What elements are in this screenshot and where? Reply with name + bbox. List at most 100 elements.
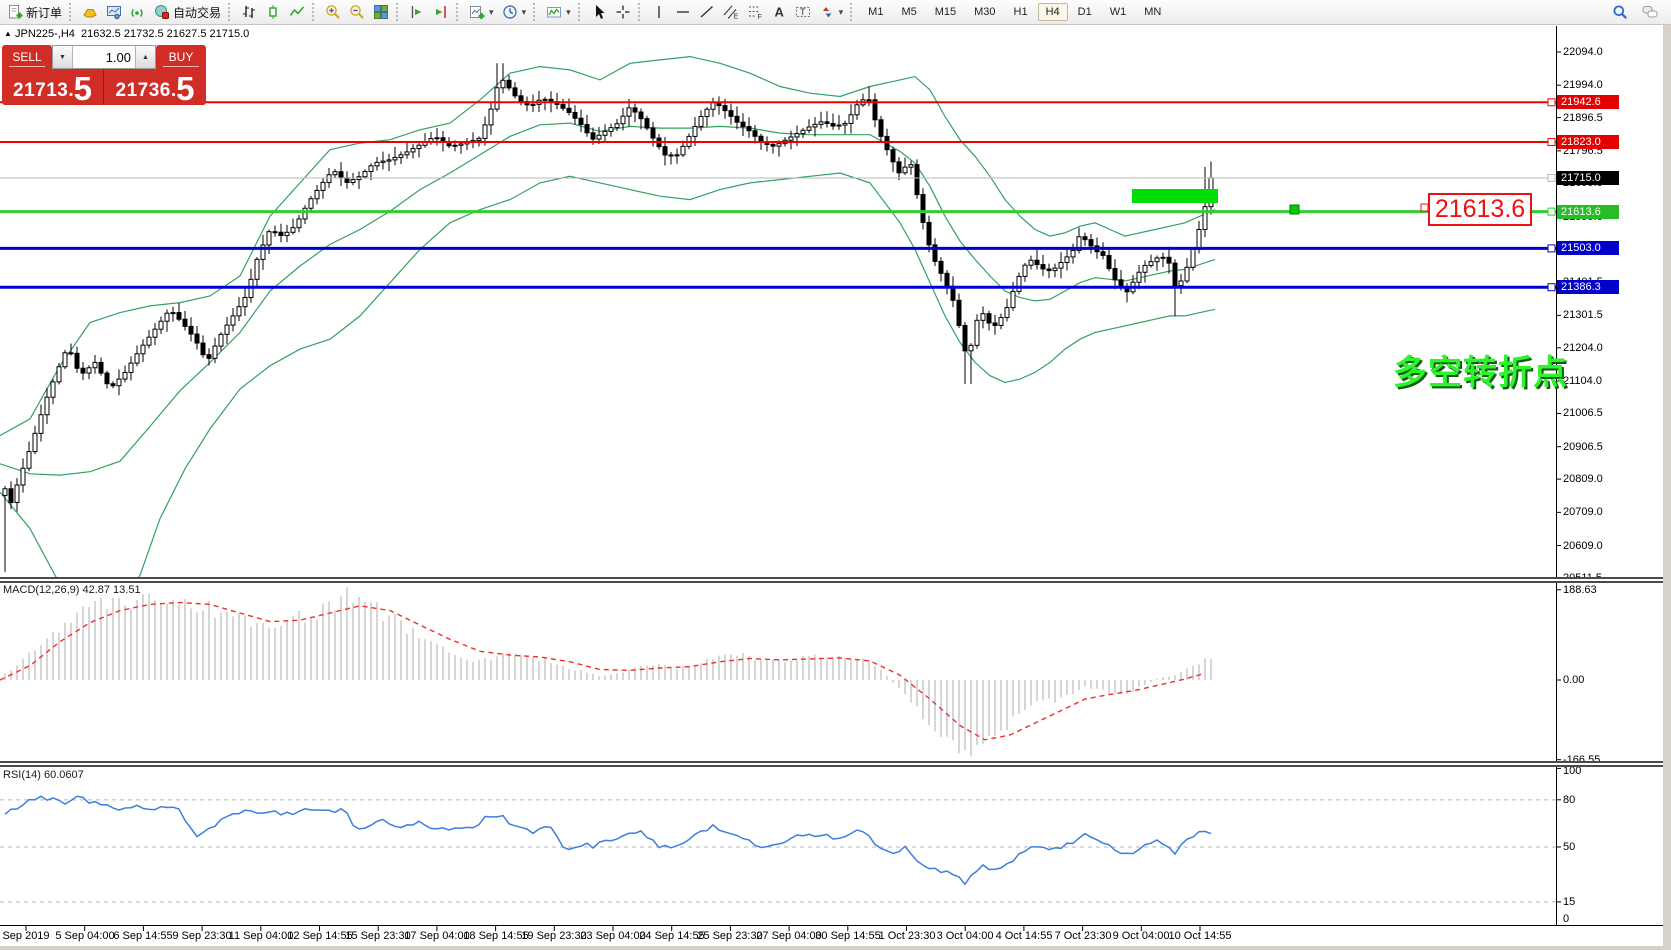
arrows-dropdown-icon[interactable]: ▾ bbox=[838, 6, 844, 17]
text-button[interactable]: A bbox=[767, 1, 791, 24]
macd-bar bbox=[664, 665, 666, 680]
volume-decrease-button[interactable]: ▼ bbox=[53, 46, 73, 68]
periods-dropdown-icon[interactable]: ▾ bbox=[521, 6, 527, 17]
hline-button[interactable] bbox=[671, 1, 695, 24]
chart-shift-icon bbox=[433, 4, 449, 20]
macd-bar bbox=[244, 615, 246, 680]
volume-increase-button[interactable]: ▲ bbox=[135, 46, 155, 68]
timeframe-d1[interactable]: D1 bbox=[1077, 6, 1092, 18]
time-axis-label: 9 Oct 04:00 bbox=[1112, 930, 1170, 942]
macd-bar bbox=[946, 680, 948, 737]
new-chart-button[interactable]: ▾ bbox=[465, 1, 498, 24]
macd-bar bbox=[22, 658, 24, 680]
vline-button[interactable] bbox=[647, 1, 671, 24]
buy-price[interactable]: 21736. 5 bbox=[104, 69, 206, 105]
macd-bar bbox=[556, 664, 558, 680]
macd-bar bbox=[130, 608, 132, 680]
macd-bar bbox=[598, 676, 600, 680]
macd-bar bbox=[580, 670, 582, 680]
timeframe-m5[interactable]: M5 bbox=[901, 6, 917, 18]
bars-chart-button[interactable] bbox=[237, 1, 261, 24]
zoom-out-button[interactable] bbox=[345, 1, 369, 24]
crosshair-icon bbox=[615, 4, 631, 20]
svg-text:E: E bbox=[733, 14, 738, 21]
timeframe-h1[interactable]: H1 bbox=[1013, 6, 1028, 18]
time-axis-label: 4 Oct 14:55 bbox=[995, 930, 1053, 942]
macd-bar bbox=[460, 657, 462, 680]
callout-handle[interactable] bbox=[1420, 203, 1429, 212]
macd-bar bbox=[1186, 668, 1188, 680]
macd-axis-label: 0.00 bbox=[1563, 674, 1585, 686]
arrows-button[interactable]: ▾ bbox=[815, 1, 848, 24]
pane-divider-macd[interactable] bbox=[0, 577, 1671, 583]
macd-bar bbox=[874, 666, 876, 680]
macd-bar bbox=[1024, 680, 1026, 711]
buy-button[interactable]: BUY bbox=[156, 45, 206, 69]
highlight-zone[interactable] bbox=[1132, 189, 1218, 203]
pane-divider-rsi[interactable] bbox=[0, 761, 1671, 767]
volume-input[interactable] bbox=[73, 46, 135, 68]
tile-windows-button[interactable] bbox=[369, 1, 393, 24]
chart-gold-button[interactable] bbox=[78, 1, 102, 24]
periods-button[interactable]: ▾ bbox=[498, 1, 531, 24]
macd-bar bbox=[724, 654, 726, 680]
text-label-button[interactable]: T bbox=[791, 1, 815, 24]
macd-bar bbox=[670, 667, 672, 680]
macd-bar bbox=[64, 622, 66, 680]
timeframe-m15[interactable]: M15 bbox=[934, 6, 957, 18]
search-button[interactable] bbox=[1608, 1, 1632, 24]
macd-bar bbox=[550, 663, 552, 680]
macd-bar bbox=[790, 660, 792, 680]
fibonacci-button[interactable]: F bbox=[743, 1, 767, 24]
cursor-button[interactable] bbox=[587, 1, 611, 24]
macd-bar bbox=[1126, 680, 1128, 694]
macd-bar bbox=[406, 634, 408, 680]
macd-bar bbox=[286, 620, 288, 680]
macd-bar bbox=[490, 660, 492, 680]
sell-price[interactable]: 21713. 5 bbox=[2, 69, 104, 105]
timeframe-m30[interactable]: M30 bbox=[974, 6, 996, 18]
auto-scroll-button[interactable] bbox=[405, 1, 429, 24]
time-axis-label: 5 Sep 04:00 bbox=[55, 930, 115, 942]
timeframe-h4[interactable]: H4 bbox=[1037, 3, 1068, 21]
macd-bar bbox=[1204, 658, 1206, 680]
turning-point-note[interactable]: 多空转折点 bbox=[1393, 354, 1568, 392]
macd-bar bbox=[340, 596, 342, 680]
line-chart-button[interactable] bbox=[285, 1, 309, 24]
symbol-name: JPN225-,H4 bbox=[14, 28, 75, 40]
sell-button[interactable]: SELL bbox=[2, 45, 52, 69]
new-order-button[interactable]: 新订单 bbox=[3, 1, 66, 24]
toolbar-separator bbox=[533, 3, 539, 21]
chart-shift-button[interactable] bbox=[429, 1, 453, 24]
indicators-dropdown-icon[interactable]: ▾ bbox=[566, 6, 571, 17]
new-chart-dropdown-icon[interactable]: ▾ bbox=[489, 6, 494, 17]
market-watch-button[interactable] bbox=[102, 1, 126, 24]
candles-chart-button[interactable] bbox=[261, 1, 285, 24]
macd-bar bbox=[160, 603, 162, 680]
timeframe-w1[interactable]: W1 bbox=[1109, 6, 1127, 18]
timeframe-m1[interactable]: M1 bbox=[868, 6, 884, 18]
macd-bar bbox=[832, 657, 834, 680]
macd-bar bbox=[1000, 680, 1002, 731]
trendline-button[interactable] bbox=[695, 1, 719, 24]
indicators-button[interactable]: ▾ bbox=[542, 1, 575, 24]
chart-gold-icon bbox=[82, 4, 98, 20]
chat-button[interactable] bbox=[1638, 1, 1662, 24]
price-callout-box[interactable]: 21613.6 bbox=[1428, 193, 1532, 226]
channel-button[interactable]: E bbox=[719, 1, 743, 24]
macd-bar bbox=[994, 680, 996, 736]
one-click-collapse-icon[interactable]: ▲ bbox=[4, 29, 12, 38]
autotrading-button[interactable]: 自动交易 bbox=[150, 1, 225, 24]
macd-bar bbox=[844, 657, 846, 680]
macd-bar bbox=[982, 680, 984, 744]
crosshair-button[interactable] bbox=[611, 1, 635, 24]
macd-bar bbox=[298, 611, 300, 680]
signals-button[interactable] bbox=[126, 1, 150, 24]
timeframe-mn[interactable]: MN bbox=[1144, 6, 1162, 18]
line-handle[interactable] bbox=[1289, 204, 1300, 215]
zoom-in-button[interactable] bbox=[321, 1, 345, 24]
macd-bar bbox=[1108, 680, 1110, 694]
macd-bar bbox=[28, 652, 30, 680]
